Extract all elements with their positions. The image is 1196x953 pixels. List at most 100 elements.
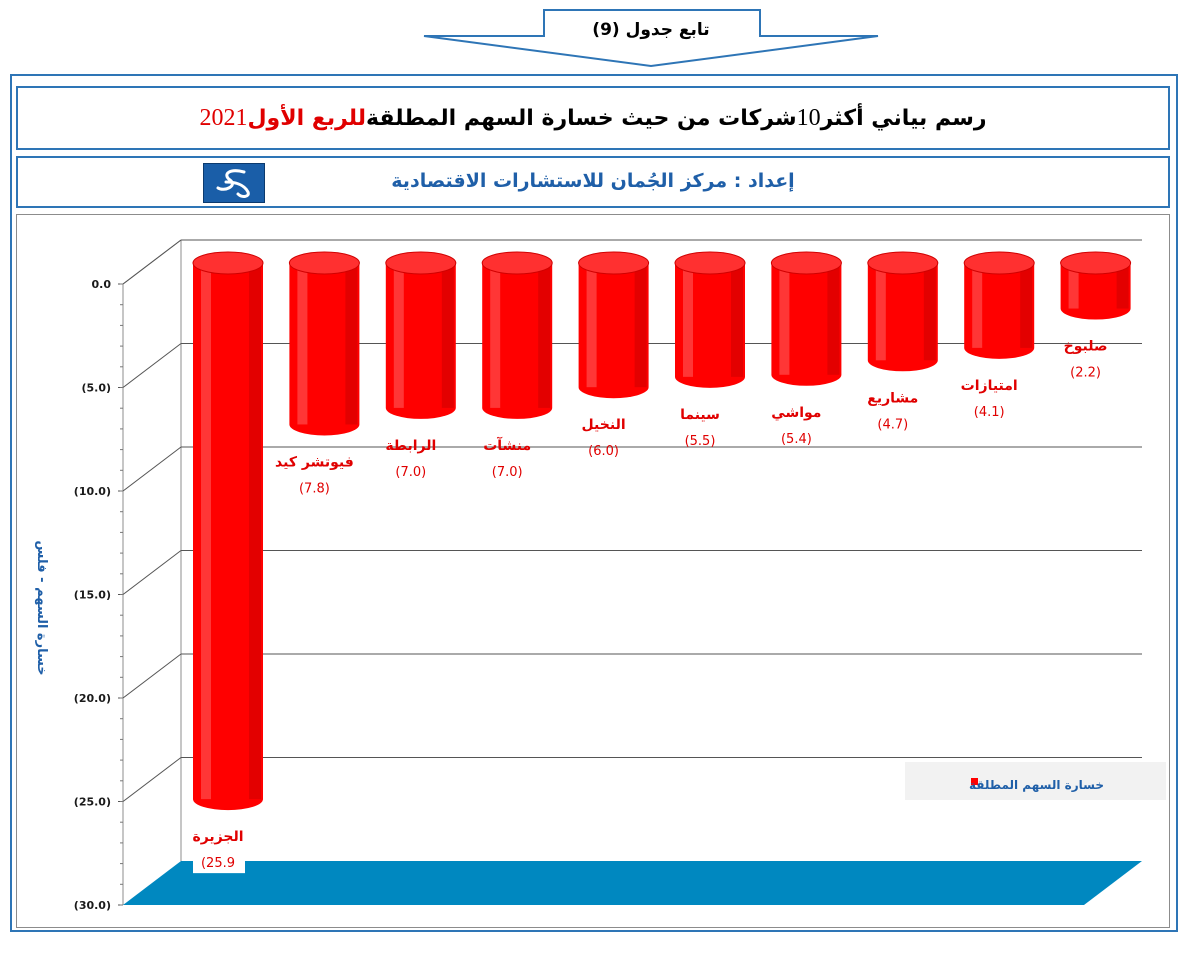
bar-shadow bbox=[441, 263, 454, 408]
bar-top-cap bbox=[192, 251, 264, 275]
bar-top-cap bbox=[288, 251, 360, 275]
chart-floor bbox=[123, 861, 1142, 905]
value-label: (7.8) bbox=[299, 481, 330, 496]
bar-6 bbox=[674, 251, 746, 388]
prepared-by-text: إعداد : مركز الجُمان للاستشارات الاقتصاد… bbox=[318, 170, 868, 192]
bar-highlight bbox=[393, 263, 404, 408]
title-number: 10 bbox=[796, 104, 821, 131]
prepared-by-separator: : bbox=[727, 170, 748, 192]
chart-floor-plane bbox=[123, 861, 1142, 905]
legend-swatch bbox=[971, 778, 978, 785]
legend-box bbox=[905, 762, 1166, 800]
bar-top-cap bbox=[1060, 251, 1132, 275]
category-label: النخيل bbox=[582, 417, 626, 433]
category-label: الرابطة bbox=[385, 438, 436, 454]
chart-labels: الجزيرة (25.9 فيوتشر كيد (7.8) الرابطة (7.0) م… bbox=[192, 339, 1108, 874]
chart-bars bbox=[192, 251, 1132, 811]
prepared-by-org: مركز الجُمان للاستشارات الاقتصادية bbox=[391, 170, 728, 192]
y-tick-label: (15.0) bbox=[74, 589, 111, 602]
value-label: (4.7) bbox=[877, 417, 908, 432]
y-tick-label: (5.0) bbox=[81, 382, 111, 395]
bar-7 bbox=[770, 251, 842, 386]
down-arrow-shape bbox=[423, 9, 879, 68]
bar-9 bbox=[963, 251, 1035, 359]
value-label: (4.1) bbox=[974, 405, 1005, 420]
bar-8 bbox=[867, 251, 939, 372]
bar-2 bbox=[288, 251, 360, 436]
title-year: 2021 bbox=[199, 104, 248, 131]
bar-shadow bbox=[1020, 263, 1033, 348]
bar-shadow bbox=[827, 263, 840, 375]
y-tick-label: (30.0) bbox=[74, 899, 111, 912]
bar-highlight bbox=[201, 263, 211, 800]
bar-top-cap bbox=[385, 251, 457, 275]
value-label: (7.0) bbox=[492, 465, 523, 480]
bar-top-cap bbox=[867, 251, 939, 275]
bar-shadow bbox=[345, 263, 358, 425]
category-label: صلبوخ bbox=[1064, 339, 1108, 355]
value-label: (25.9 bbox=[201, 856, 235, 871]
bar-highlight bbox=[683, 263, 693, 377]
bar-shadow bbox=[731, 263, 743, 377]
bar-highlight bbox=[490, 263, 501, 408]
bar-highlight bbox=[779, 263, 790, 375]
bar-top-cap bbox=[674, 251, 746, 275]
continued-table-arrow: تابع جدول (9) bbox=[420, 6, 882, 70]
y-tick-label: (25.0) bbox=[74, 796, 111, 809]
gridline-side bbox=[122, 239, 182, 285]
value-label: (7.0) bbox=[395, 465, 426, 480]
title-part2: شركات من حيث خسارة السهم المطلقة bbox=[366, 105, 797, 131]
title-highlight: للربع الأول bbox=[247, 105, 367, 131]
category-label: الجزيرة bbox=[192, 829, 243, 845]
bar-highlight bbox=[875, 263, 886, 361]
bar-top-cap bbox=[963, 251, 1035, 275]
bar-highlight bbox=[586, 263, 597, 388]
category-label: امتيازات bbox=[961, 378, 1018, 394]
value-label-background bbox=[193, 851, 245, 874]
bar-shadow bbox=[538, 263, 551, 408]
y-axis-title: خسارة السهم - فلس bbox=[34, 540, 49, 675]
bar-5 bbox=[578, 251, 650, 399]
bar-top-cap bbox=[481, 251, 553, 275]
y-tick-label: (10.0) bbox=[74, 485, 111, 498]
bar-shadow bbox=[634, 263, 647, 388]
bar-4 bbox=[481, 251, 553, 419]
legend-label: خسارة السهم المطلقة bbox=[969, 778, 1104, 792]
y-axis: 0.0 (5.0) (10.0) (15.0) (20.0) (25.0) (30.0) bbox=[74, 278, 123, 912]
value-label: (5.5) bbox=[685, 434, 716, 449]
logo-glyph bbox=[216, 169, 250, 198]
category-label: سينما bbox=[680, 407, 720, 423]
outer-frame bbox=[10, 74, 1178, 932]
category-label: مواشي bbox=[771, 405, 821, 421]
aljuman-logo-icon bbox=[203, 163, 265, 203]
bar-highlight bbox=[297, 263, 308, 425]
bar-10 bbox=[1060, 251, 1132, 320]
bar-1 bbox=[192, 251, 264, 811]
title-part1: رسم بياني أكثر bbox=[820, 105, 987, 131]
gridline-side bbox=[122, 757, 182, 802]
y-tick-label: (20.0) bbox=[74, 692, 111, 705]
value-label: (5.4) bbox=[781, 432, 812, 447]
category-label: مشاريع bbox=[867, 390, 918, 406]
bar-highlight bbox=[1068, 263, 1079, 309]
value-label: (2.2) bbox=[1070, 366, 1101, 381]
category-label: فيوتشر كيد bbox=[275, 454, 354, 470]
y-tick-label: 0.0 bbox=[92, 278, 112, 291]
gridline-side bbox=[122, 446, 182, 492]
bar-highlight bbox=[972, 263, 983, 348]
continued-table-label: تابع جدول (9) bbox=[592, 20, 710, 40]
bar-shadow bbox=[923, 263, 936, 361]
chart-legend: خسارة السهم المطلقة bbox=[905, 762, 1166, 800]
prepared-by-label: إعداد bbox=[747, 170, 795, 192]
category-label: منشآت bbox=[483, 436, 531, 454]
value-label: (6.0) bbox=[588, 444, 619, 459]
gridline-side bbox=[122, 343, 182, 388]
bar-shadow bbox=[1116, 263, 1129, 309]
bar-3 bbox=[385, 251, 457, 419]
gridline-side bbox=[122, 653, 182, 699]
gridline-side bbox=[122, 550, 182, 595]
chart-frame bbox=[16, 214, 1170, 928]
bar-top-cap bbox=[578, 251, 650, 275]
bar-top-cap bbox=[770, 251, 842, 275]
